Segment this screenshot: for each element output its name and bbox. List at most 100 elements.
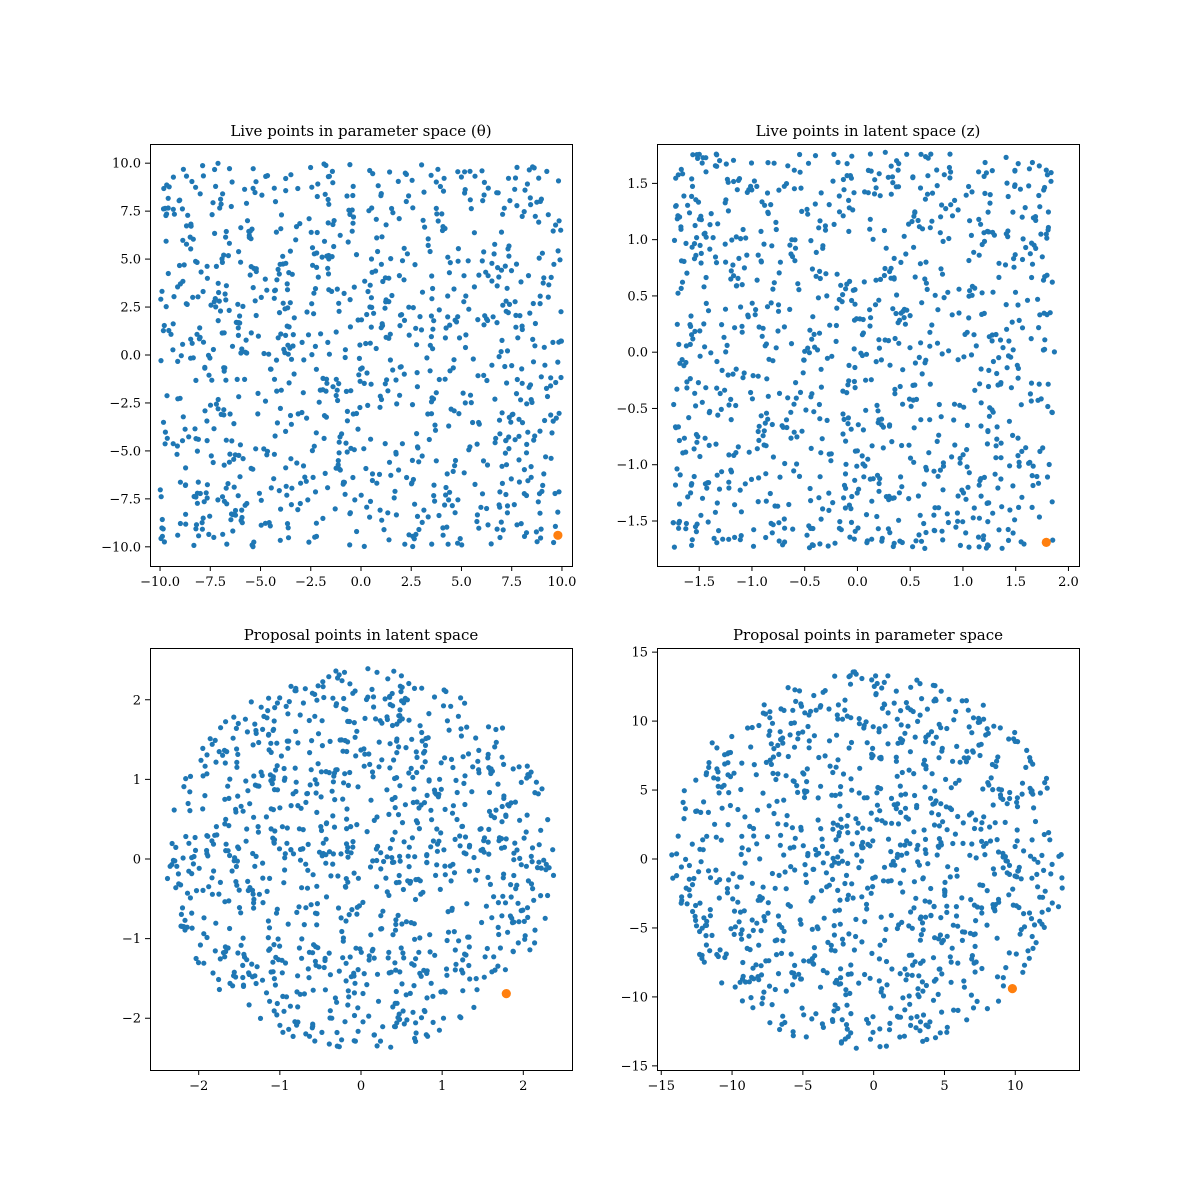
- scatter-point: [876, 978, 882, 984]
- scatter-point: [940, 460, 946, 466]
- scatter-point: [416, 459, 422, 465]
- scatter-point: [870, 724, 876, 730]
- scatter-point: [986, 334, 992, 340]
- scatter-point: [419, 162, 425, 168]
- scatter-point: [817, 268, 823, 274]
- scatter-point: [831, 151, 837, 157]
- scatter-point: [1032, 818, 1039, 825]
- scatter-point: [250, 742, 256, 748]
- scatter-point: [274, 1000, 280, 1007]
- scatter-point: [1039, 909, 1045, 915]
- scatter-point: [835, 159, 841, 165]
- scatter-point: [719, 367, 725, 373]
- scatter-point: [732, 924, 738, 930]
- scatter-point: [978, 493, 984, 499]
- scatter-point: [1015, 868, 1021, 874]
- scatter-point: [457, 843, 463, 849]
- scatter-point: [915, 986, 921, 992]
- scatter-point: [282, 851, 288, 857]
- scatter-point: [167, 863, 173, 869]
- scatter-point: [410, 543, 416, 550]
- scatter-point: [419, 764, 425, 770]
- scatter-point: [726, 536, 732, 542]
- scatter-point: [740, 226, 746, 233]
- scatter-point: [194, 448, 200, 454]
- scatter-point: [693, 808, 699, 814]
- x-tick-label: −1: [270, 1079, 289, 1094]
- scatter-point: [383, 875, 389, 881]
- scatter-point: [274, 740, 280, 746]
- scatter-point: [964, 748, 970, 754]
- scatter-point: [670, 520, 676, 526]
- scatter-point: [479, 168, 485, 174]
- scatter-point: [321, 413, 328, 419]
- scatter-point: [313, 790, 319, 796]
- scatter-point: [465, 751, 472, 757]
- scatter-point: [232, 512, 239, 518]
- scatter-point: [993, 455, 999, 461]
- scatter-point: [499, 754, 505, 760]
- scatter-point: [364, 982, 370, 988]
- scatter-point: [865, 841, 871, 847]
- scatter-point: [1036, 514, 1042, 520]
- scatter-point: [385, 955, 391, 961]
- scatter-point: [320, 679, 326, 685]
- scatter-point: [462, 700, 468, 706]
- scatter-point: [773, 219, 779, 225]
- scatter-point: [227, 411, 233, 417]
- scatter-point: [939, 528, 945, 534]
- scatter-point: [934, 852, 940, 858]
- scatter-point: [904, 151, 910, 157]
- scatter-point: [922, 836, 929, 842]
- scatter-point: [246, 1002, 252, 1008]
- scatter-point: [218, 196, 224, 202]
- scatter-point: [1049, 409, 1055, 416]
- scatter-point: [213, 263, 219, 269]
- scatter-point: [217, 205, 223, 211]
- scatter-point: [234, 376, 240, 382]
- scatter-point: [312, 343, 318, 349]
- scatter-point: [401, 1021, 407, 1027]
- scatter-point: [309, 448, 315, 454]
- scatter-point: [985, 209, 991, 215]
- scatter-point: [923, 259, 929, 265]
- scatter-point: [363, 340, 369, 347]
- scatter-point: [728, 268, 734, 274]
- scatter-point: [237, 442, 243, 448]
- scatter-point: [400, 886, 406, 893]
- scatter-point: [690, 336, 696, 342]
- scatter-point: [681, 363, 687, 369]
- subplot-title: Live points in latent space (z): [756, 122, 981, 140]
- scatter-point: [909, 925, 915, 931]
- scatter-point: [185, 212, 191, 218]
- scatter-point: [953, 904, 959, 910]
- scatter-point: [489, 278, 495, 284]
- scatter-point: [544, 393, 551, 400]
- scatter-point: [942, 879, 948, 885]
- scatter-point: [869, 536, 875, 542]
- scatter-point: [994, 935, 1000, 941]
- scatter-point: [481, 974, 487, 980]
- y-tick-label: 5: [640, 784, 648, 799]
- scatter-point: [379, 720, 385, 726]
- scatter-point: [407, 990, 413, 996]
- scatter-point: [428, 980, 434, 986]
- scatter-point: [877, 808, 883, 814]
- scatter-point: [859, 453, 865, 459]
- scatter-point: [343, 960, 349, 966]
- scatter-point: [220, 950, 227, 956]
- scatter-point: [827, 322, 833, 328]
- scatter-point: [434, 862, 440, 868]
- scatter-point: [480, 846, 486, 852]
- scatter-point: [1016, 317, 1022, 323]
- scatter-point: [322, 987, 328, 993]
- scatter-point: [277, 943, 283, 949]
- scatter-point: [693, 403, 699, 409]
- x-tick-label: 2.5: [401, 575, 422, 590]
- scatter-point: [263, 990, 270, 996]
- scatter-point: [769, 421, 775, 428]
- scatter-point: [874, 790, 880, 796]
- scatter-point: [206, 372, 212, 378]
- scatter-point: [314, 229, 320, 236]
- scatter-point: [267, 875, 273, 881]
